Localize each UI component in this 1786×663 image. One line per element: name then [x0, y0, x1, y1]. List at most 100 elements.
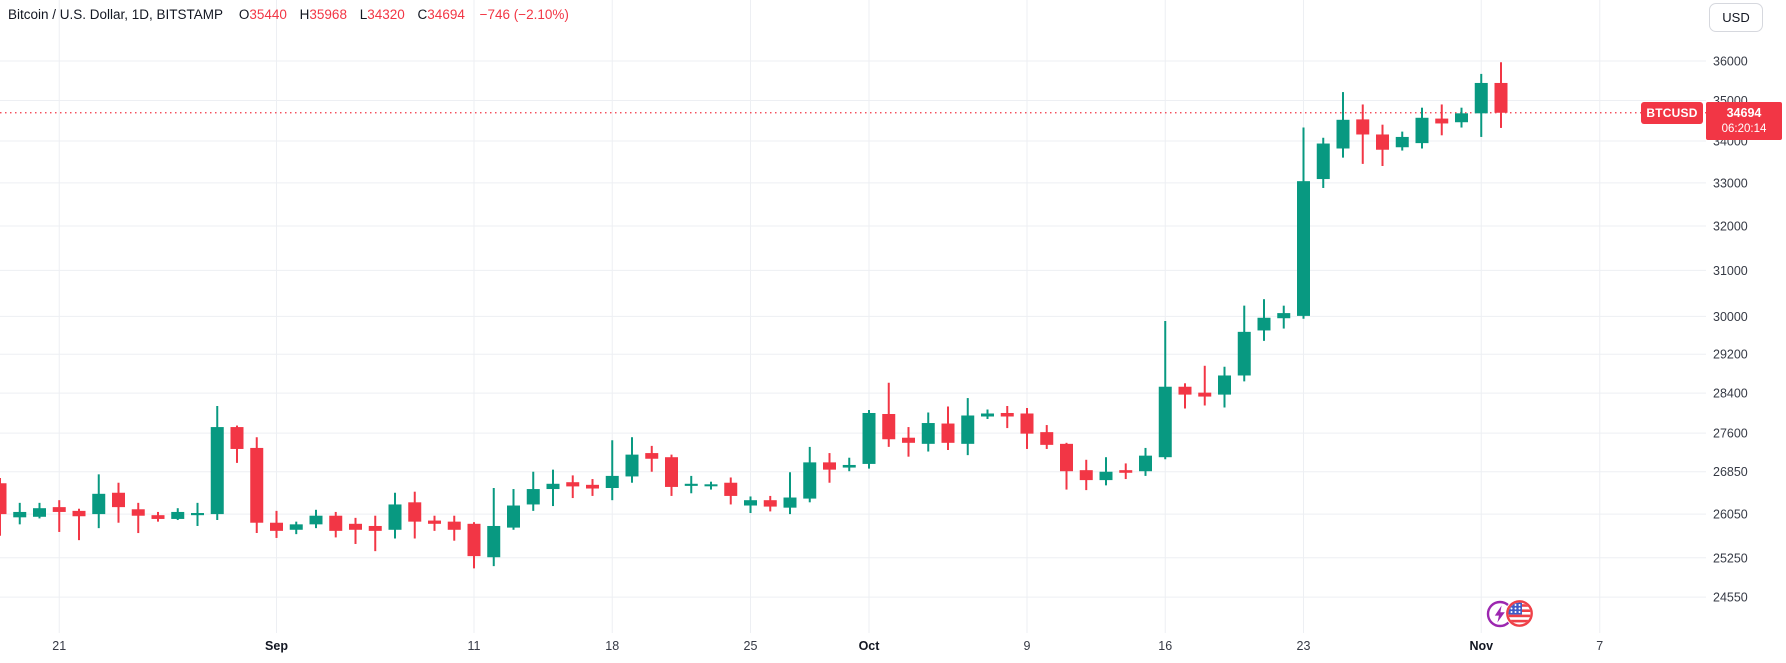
candle-body: [151, 515, 165, 519]
candle[interactable]: [0, 478, 7, 536]
price-tick-label: 27600: [1713, 427, 1748, 441]
candle[interactable]: [1415, 107, 1429, 149]
candle[interactable]: [368, 515, 382, 552]
candle[interactable]: [902, 427, 915, 457]
candle[interactable]: [1099, 457, 1113, 486]
candle[interactable]: [1237, 305, 1251, 382]
candle[interactable]: [52, 500, 66, 532]
candle[interactable]: [625, 437, 639, 483]
candle[interactable]: [961, 398, 975, 456]
candle[interactable]: [1139, 447, 1152, 476]
candle-body: [803, 462, 817, 499]
candle[interactable]: [171, 508, 185, 521]
candle[interactable]: [1395, 131, 1409, 151]
candle[interactable]: [1316, 137, 1330, 188]
currency-unit-button[interactable]: USD: [1709, 3, 1763, 32]
candle[interactable]: [112, 482, 125, 523]
candle-body: [1435, 118, 1449, 124]
candle[interactable]: [270, 510, 283, 538]
candle[interactable]: [684, 475, 698, 494]
candle[interactable]: [1000, 406, 1014, 429]
candle[interactable]: [1297, 127, 1310, 319]
candle[interactable]: [230, 425, 244, 463]
candle[interactable]: [289, 521, 303, 535]
symbol-title[interactable]: Bitcoin / U.S. Dollar, 1D, BITSTAMP: [8, 7, 224, 22]
candle[interactable]: [447, 515, 461, 541]
candle[interactable]: [13, 502, 27, 525]
candle[interactable]: [1356, 104, 1370, 164]
candle[interactable]: [1040, 425, 1054, 449]
candle[interactable]: [72, 508, 86, 541]
candle[interactable]: [33, 502, 46, 519]
candle[interactable]: [744, 496, 757, 514]
candle[interactable]: [981, 409, 994, 420]
candle[interactable]: [309, 509, 323, 529]
candle[interactable]: [92, 474, 106, 529]
candle[interactable]: [1376, 124, 1389, 166]
candle[interactable]: [941, 406, 955, 450]
candle[interactable]: [645, 445, 659, 472]
candle[interactable]: [1020, 407, 1034, 449]
time-tick-label: Sep: [265, 639, 288, 653]
candle[interactable]: [428, 515, 441, 531]
candle[interactable]: [921, 412, 935, 452]
candle[interactable]: [704, 481, 718, 490]
candle[interactable]: [1277, 305, 1291, 329]
candle-body: [289, 524, 303, 530]
candle[interactable]: [210, 406, 224, 521]
candle[interactable]: [1198, 365, 1212, 406]
candle[interactable]: [842, 457, 856, 472]
candle-body: [388, 504, 402, 530]
candle[interactable]: [349, 517, 362, 544]
candle[interactable]: [566, 475, 580, 499]
candle[interactable]: [586, 479, 599, 496]
candle[interactable]: [803, 446, 817, 503]
candle[interactable]: [526, 471, 540, 511]
candle[interactable]: [487, 487, 501, 567]
candle[interactable]: [763, 495, 777, 512]
candle[interactable]: [1455, 107, 1468, 128]
candle[interactable]: [1336, 92, 1350, 158]
candle[interactable]: [1158, 321, 1172, 460]
candle[interactable]: [882, 382, 896, 447]
candle[interactable]: [1079, 459, 1093, 491]
candle[interactable]: [151, 511, 165, 522]
candle[interactable]: [250, 437, 264, 534]
candle-body: [487, 525, 501, 558]
candle[interactable]: [605, 440, 619, 501]
candle-body: [823, 462, 836, 470]
candle[interactable]: [507, 489, 520, 530]
price-axis[interactable]: [1706, 0, 1786, 633]
candle[interactable]: [724, 477, 738, 505]
candle[interactable]: [665, 454, 678, 496]
candle[interactable]: [191, 502, 204, 526]
candle-body: [191, 513, 204, 516]
candle[interactable]: [1218, 366, 1231, 408]
candle-body: [72, 510, 86, 517]
candle[interactable]: [546, 469, 560, 507]
candle[interactable]: [1474, 73, 1488, 137]
candle[interactable]: [862, 409, 876, 469]
candle[interactable]: [329, 511, 343, 538]
high-value: 35968: [309, 7, 347, 22]
candle[interactable]: [1178, 383, 1192, 409]
candle-body: [526, 489, 540, 505]
candle[interactable]: [1435, 104, 1449, 136]
candle[interactable]: [823, 453, 836, 483]
candle-body: [1020, 413, 1034, 434]
candle[interactable]: [1060, 442, 1073, 490]
candle[interactable]: [1494, 62, 1508, 128]
candle[interactable]: [408, 491, 422, 539]
candle[interactable]: [388, 492, 402, 539]
candle[interactable]: [131, 502, 145, 534]
time-tick-label: 9: [1024, 639, 1031, 653]
time-axis[interactable]: [0, 633, 1786, 663]
candle[interactable]: [467, 522, 481, 569]
candle-body: [349, 523, 362, 530]
candle-body: [1139, 455, 1152, 472]
candle[interactable]: [783, 472, 797, 515]
candle[interactable]: [1257, 299, 1271, 341]
candle[interactable]: [1119, 463, 1133, 480]
